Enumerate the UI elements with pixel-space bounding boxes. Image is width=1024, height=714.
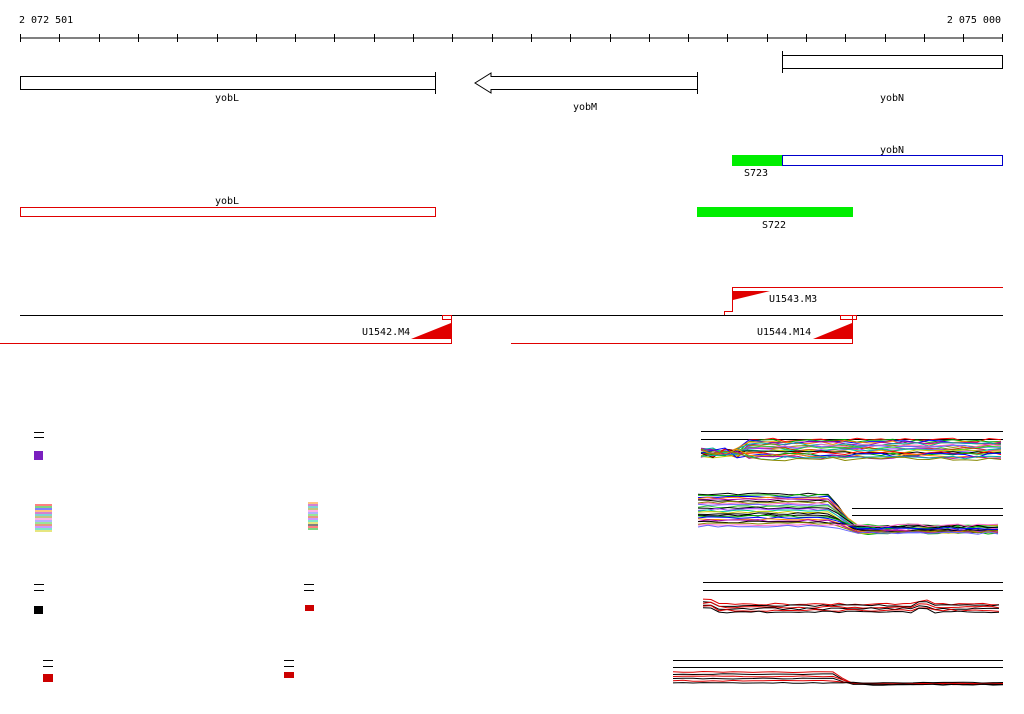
panel-1-swatch [34,451,43,460]
transcript-u1544-label: U1544.M14 [757,327,811,338]
feature-yobL-red-label: yobL [215,196,239,207]
panel-2-curve [697,523,999,528]
gene-yobL[interactable] [20,76,436,90]
transcript-u1542-label: U1542.M4 [362,327,410,338]
transcript-u1543-start-box [724,311,733,315]
panel-3-curve [702,601,1000,607]
panel-3-curve [702,598,1000,606]
gene-yobM-arrow[interactable] [474,72,698,94]
transcript-track: U1543.M3 U1542.M4 U1544.M14 [0,287,1003,344]
feature-yobN-blue-label: yobN [880,145,904,156]
panel-1-curve [700,448,1002,458]
panel-2-curve [697,524,999,535]
panel-3-swatch [34,606,43,614]
feature-track: yobN S723 yobL S722 [20,145,1003,231]
panel-4-curve [672,677,1004,686]
ruler-end-label: 2 075 000 [947,15,1001,26]
panel-2-curve [697,506,999,529]
panel-1-curve [700,438,1002,459]
ruler-ticks [20,34,1003,42]
gene-yobN-label: yobN [880,93,904,104]
transcript-u1542-end-box [442,315,452,320]
panel-1-curve [700,444,1002,456]
feature-yobN-blue[interactable] [782,155,1003,166]
transcript-u1543-wedge [733,291,770,300]
transcript-u1544-end-box [840,315,857,320]
panel-2-curve [697,521,999,534]
transcript-u1543-label: U1543.M3 [769,294,817,305]
ruler-start-label: 2 072 501 [19,15,73,26]
panel-2-curve [697,505,999,528]
segment-s723-label: S723 [744,168,768,179]
gene-yobN[interactable] [782,55,1003,69]
panel-1-curve [700,443,1002,458]
panel-4-curve [672,681,1004,684]
gene-yobM-label: yobM [573,102,597,113]
coordinate-ruler: 2 072 501 2 075 000 [19,15,1003,42]
transcript-u1542-wedge [411,323,451,339]
segment-s722-label: S722 [762,220,786,231]
gene-track: yobL yobM yobN [20,51,1003,113]
panel-3-curve [702,607,1000,614]
expression-panel-1 [34,431,1003,462]
expression-panel-3 [34,582,1003,614]
panel-1-curve [700,441,1002,455]
gene-yobL-label: yobL [215,93,239,104]
expression-panel-4 [43,660,1004,686]
panel-1-curve [700,453,1002,461]
panel-4-curve [672,679,1004,685]
transcript-u1544-wedge [813,323,852,339]
panel-1-curve [700,448,1002,462]
feature-yobL-red[interactable] [20,207,436,217]
panel-2-curve [697,514,999,530]
segment-s722[interactable] [697,207,853,217]
panel-4-swatch [43,674,53,682]
panel-3-curve [702,605,1000,612]
panel-3-swatch [305,605,314,611]
panel-1-curve [700,449,1002,459]
panel-4-swatch [284,672,294,678]
expression-panel-2 [35,492,1003,536]
panel-3-curve [702,601,1000,609]
segment-s723[interactable] [732,155,782,166]
